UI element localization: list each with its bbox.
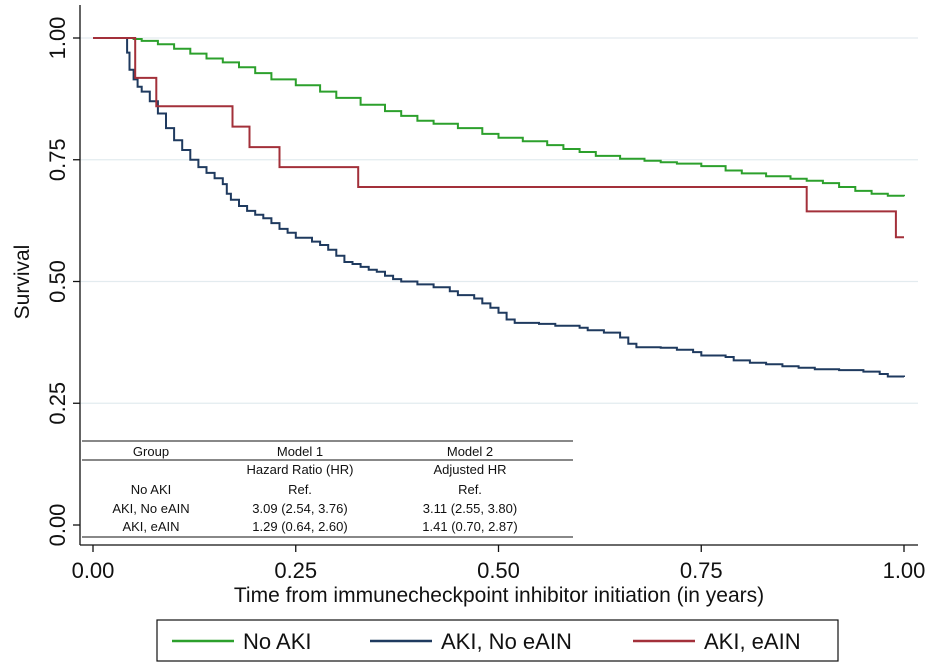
- x-axis-ticks: 0.00 0.25 0.50 0.75 1.00: [72, 545, 926, 583]
- series-line-no-aki: [93, 37, 905, 197]
- table-row-aki-noeain-model1: 3.09 (2.54, 3.76): [252, 501, 347, 516]
- x-tick-label-2: 0.50: [477, 558, 520, 583]
- x-tick-label-1: 0.25: [274, 558, 317, 583]
- legend-label-no-aki: No AKI: [243, 629, 311, 654]
- y-axis-title: Survival: [11, 245, 34, 320]
- table-row-aki-noeain-group: AKI, No eAIN: [112, 501, 189, 516]
- table-row-aki-eain-model1: 1.29 (0.64, 2.60): [252, 519, 347, 534]
- table-row-noaki-group: No AKI: [131, 482, 171, 497]
- x-tick-label-3: 0.75: [680, 558, 723, 583]
- y-axis-ticks: 0.00 0.25 0.50 0.75 1.00: [45, 17, 80, 547]
- legend-box: [156, 619, 839, 662]
- table-header-model2: Model 2: [447, 444, 493, 459]
- series-line-aki-eain: [93, 37, 904, 239]
- y-tick-label-2: 0.50: [45, 260, 70, 303]
- survival-curves: [93, 37, 905, 378]
- y-tick-label-0: 0.00: [45, 504, 70, 547]
- table-row-noaki-model1: Ref.: [288, 482, 312, 497]
- legend-label-aki-no-eain: AKI, No eAIN: [441, 629, 572, 654]
- y-tick-label-4: 1.00: [45, 17, 70, 60]
- legend-label-aki-eain: AKI, eAIN: [704, 629, 801, 654]
- table-row-aki-noeain-model2: 3.11 (2.55, 3.80): [423, 501, 517, 516]
- table-row-aki-eain-model2: 1.41 (0.70, 2.87): [422, 519, 517, 534]
- table-header-model1: Model 1: [277, 444, 323, 459]
- table-row-aki-eain-group: AKI, eAIN: [122, 519, 179, 534]
- table-subheader-model1: Hazard Ratio (HR): [247, 462, 354, 477]
- table-header-group: Group: [133, 444, 169, 459]
- y-tick-label-1: 0.25: [45, 382, 70, 425]
- gridlines: [80, 37, 918, 404]
- table-row-noaki-model2: Ref.: [458, 482, 482, 497]
- legend: No AKI AKI, No eAIN AKI, eAIN: [156, 619, 839, 662]
- table-subheader-model2: Adjusted HR: [434, 462, 507, 477]
- x-axis-title: Time from immunecheckpoint inhibitor ini…: [234, 584, 764, 607]
- x-tick-label-0: 0.00: [72, 558, 115, 583]
- x-tick-label-4: 1.00: [883, 558, 926, 583]
- hazard-ratio-table: Group Model 1 Model 2 Hazard Ratio (HR) …: [82, 440, 573, 538]
- series-line-aki-no-eain: [93, 37, 905, 378]
- y-tick-label-3: 0.75: [45, 138, 70, 181]
